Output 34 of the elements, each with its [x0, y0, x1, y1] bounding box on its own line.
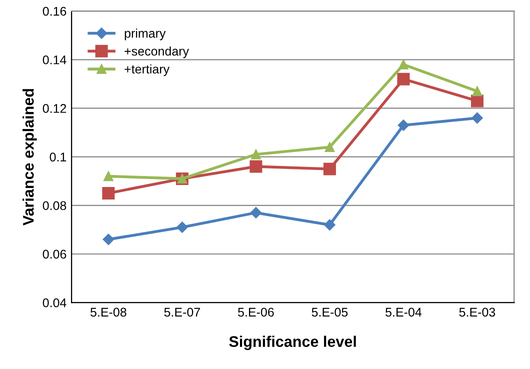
point — [250, 160, 262, 173]
y-tick-label: 0.1 — [50, 152, 66, 162]
y-tick-label: 0.06 — [42, 250, 66, 259]
point — [398, 120, 410, 131]
y-tick-label: 0.04 — [42, 298, 66, 308]
y-tick-label: 0.08 — [42, 201, 66, 210]
y-tick-label: 0.12 — [42, 104, 66, 113]
point — [102, 234, 114, 246]
point — [176, 222, 188, 233]
point — [472, 86, 482, 96]
legend-label: +secondary — [124, 46, 189, 58]
point — [102, 187, 115, 200]
y-axis-title: Variance explained — [22, 89, 37, 226]
point — [324, 219, 336, 230]
point — [472, 112, 483, 124]
x-tick-label: 5.E-05 — [312, 308, 348, 317]
y-tick-label: 0.16 — [42, 6, 66, 16]
x-tick-label: 5.E-04 — [386, 308, 422, 317]
x-axis-title: Significance level — [229, 336, 356, 350]
point — [470, 94, 484, 108]
point — [250, 207, 262, 218]
legend-label: primary — [124, 28, 166, 40]
point — [398, 60, 408, 70]
point — [104, 171, 114, 182]
point — [251, 150, 261, 160]
point — [324, 142, 335, 152]
x-tick-label: 5.E-03 — [459, 308, 496, 317]
legend-label: +tertiary — [124, 64, 170, 76]
x-tick-label: 5.E-07 — [164, 308, 200, 317]
x-tick-label: 5.E-06 — [238, 308, 274, 317]
y-tick-label: 0.14 — [42, 55, 66, 64]
x-tick-label: 5.E-08 — [90, 308, 126, 317]
point — [323, 162, 336, 176]
point — [397, 72, 410, 86]
